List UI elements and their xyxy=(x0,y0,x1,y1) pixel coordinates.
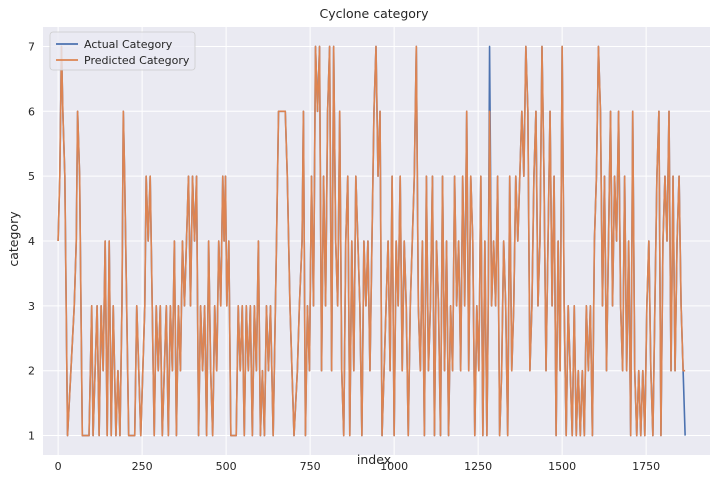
y-tick-label-6: 7 xyxy=(28,40,35,53)
series-line-1 xyxy=(57,45,686,437)
tick-labels: 0 250 500 750 1000 1250 1500 1750 1 2 3 4 5 6 7 xyxy=(28,40,660,473)
series-layer xyxy=(57,45,686,437)
y-tick-label-4: 5 xyxy=(28,170,35,183)
legend-box xyxy=(49,31,196,71)
x-tick-label-0: 0 xyxy=(55,460,62,473)
x-tick-label-2: 500 xyxy=(216,460,237,473)
y-tick-label-0: 1 xyxy=(28,430,35,443)
x-tick-label-1: 250 xyxy=(132,460,153,473)
x-tick-label-7: 1750 xyxy=(632,460,660,473)
x-tick-label-4: 1000 xyxy=(380,460,408,473)
chart-title: Cyclone category xyxy=(320,6,430,21)
x-tick-label-5: 1250 xyxy=(464,460,492,473)
y-axis-label: category xyxy=(6,211,21,267)
y-tick-label-1: 2 xyxy=(28,365,35,378)
legend: Actual Category Predicted Category xyxy=(49,31,196,71)
y-tick-label-5: 6 xyxy=(28,105,35,118)
x-tick-label-3: 750 xyxy=(300,460,321,473)
x-axis-label: index xyxy=(357,452,391,467)
y-tick-label-3: 4 xyxy=(28,235,35,248)
y-tick-label-2: 3 xyxy=(28,300,35,313)
legend-label-1: Predicted Category xyxy=(84,54,190,67)
x-tick-label-6: 1500 xyxy=(548,460,576,473)
legend-label-0: Actual Category xyxy=(84,38,173,51)
